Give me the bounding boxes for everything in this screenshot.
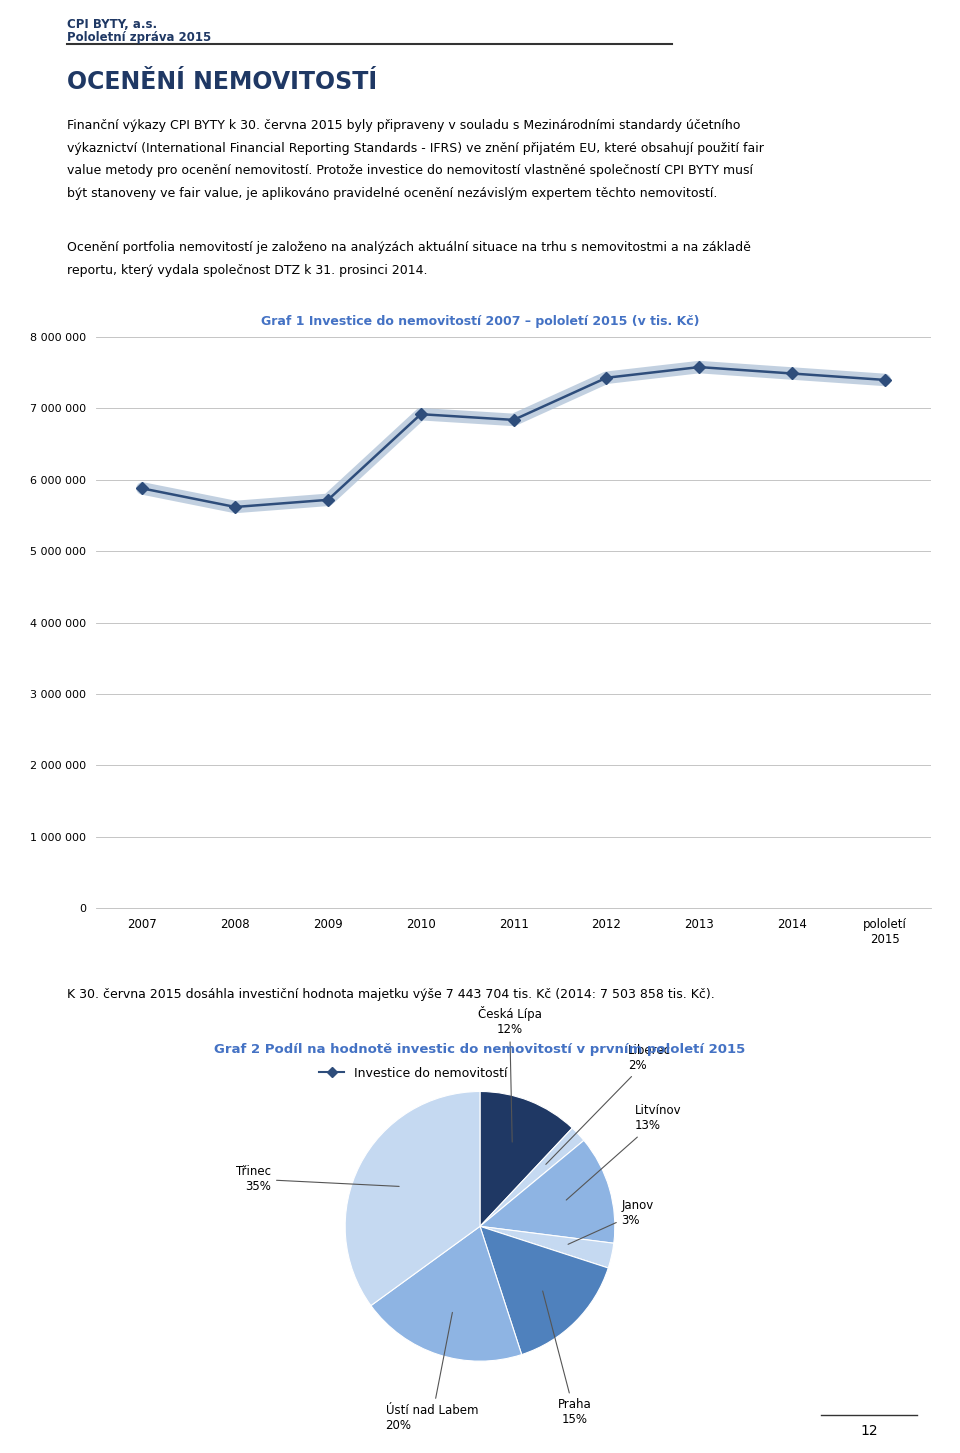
- Text: OCENĚNÍ NEMOVITOSTÍ: OCENĚNÍ NEMOVITOSTÍ: [67, 70, 377, 94]
- Text: Graf 1 Investice do nemovitostí 2007 – pololetí 2015 (v tis. Kč): Graf 1 Investice do nemovitostí 2007 – p…: [261, 315, 699, 328]
- Text: Pololetní zpráva 2015: Pololetní zpráva 2015: [67, 31, 211, 44]
- Text: Třinec
35%: Třinec 35%: [236, 1165, 399, 1193]
- Text: CPI BYTY, a.s.: CPI BYTY, a.s.: [67, 17, 157, 31]
- Text: Liberec
2%: Liberec 2%: [546, 1043, 671, 1164]
- Wedge shape: [371, 1226, 521, 1361]
- Wedge shape: [480, 1091, 572, 1226]
- Text: být stanoveny ve fair value, je aplikováno pravidelné ocenění nezávislým experte: být stanoveny ve fair value, je apliková…: [67, 186, 717, 199]
- Text: Janov
3%: Janov 3%: [568, 1199, 654, 1244]
- Wedge shape: [480, 1141, 614, 1244]
- Text: Ústí nad Labem
20%: Ústí nad Labem 20%: [386, 1312, 478, 1431]
- Text: výkaznictví (International Financial Reporting Standards - IFRS) ve znění přijat: výkaznictví (International Financial Rep…: [67, 141, 764, 154]
- Text: Česká Lípa
12%: Česká Lípa 12%: [478, 1007, 541, 1142]
- Text: Litvínov
13%: Litvínov 13%: [566, 1104, 682, 1200]
- Wedge shape: [346, 1091, 480, 1306]
- Text: value metody pro ocenění nemovitostí. Protože investice do nemovitostí vlastněné: value metody pro ocenění nemovitostí. Pr…: [67, 164, 754, 177]
- Text: Finanční výkazy CPI BYTY k 30. června 2015 byly připraveny v souladu s Mezinárod: Finanční výkazy CPI BYTY k 30. června 20…: [67, 119, 740, 132]
- Text: Graf 2 Podíl na hodnotě investic do nemovitostí v prvním pololetí 2015: Graf 2 Podíl na hodnotě investic do nemo…: [214, 1043, 746, 1056]
- Wedge shape: [480, 1226, 609, 1354]
- Text: 12: 12: [860, 1424, 877, 1438]
- Text: K 30. června 2015 dosáhla investiční hodnota majetku výše 7 443 704 tis. Kč (201: K 30. června 2015 dosáhla investiční hod…: [67, 988, 715, 1001]
- Wedge shape: [480, 1226, 613, 1268]
- Text: Ocenění portfolia nemovitostí je založeno na analýzách aktuální situace na trhu : Ocenění portfolia nemovitostí je založen…: [67, 241, 751, 254]
- Legend: Investice do nemovitostí: Investice do nemovitostí: [314, 1062, 513, 1084]
- Text: Praha
15%: Praha 15%: [542, 1292, 591, 1427]
- Wedge shape: [480, 1128, 584, 1226]
- Text: reportu, který vydala společnost DTZ k 31. prosinci 2014.: reportu, který vydala společnost DTZ k 3…: [67, 264, 428, 276]
